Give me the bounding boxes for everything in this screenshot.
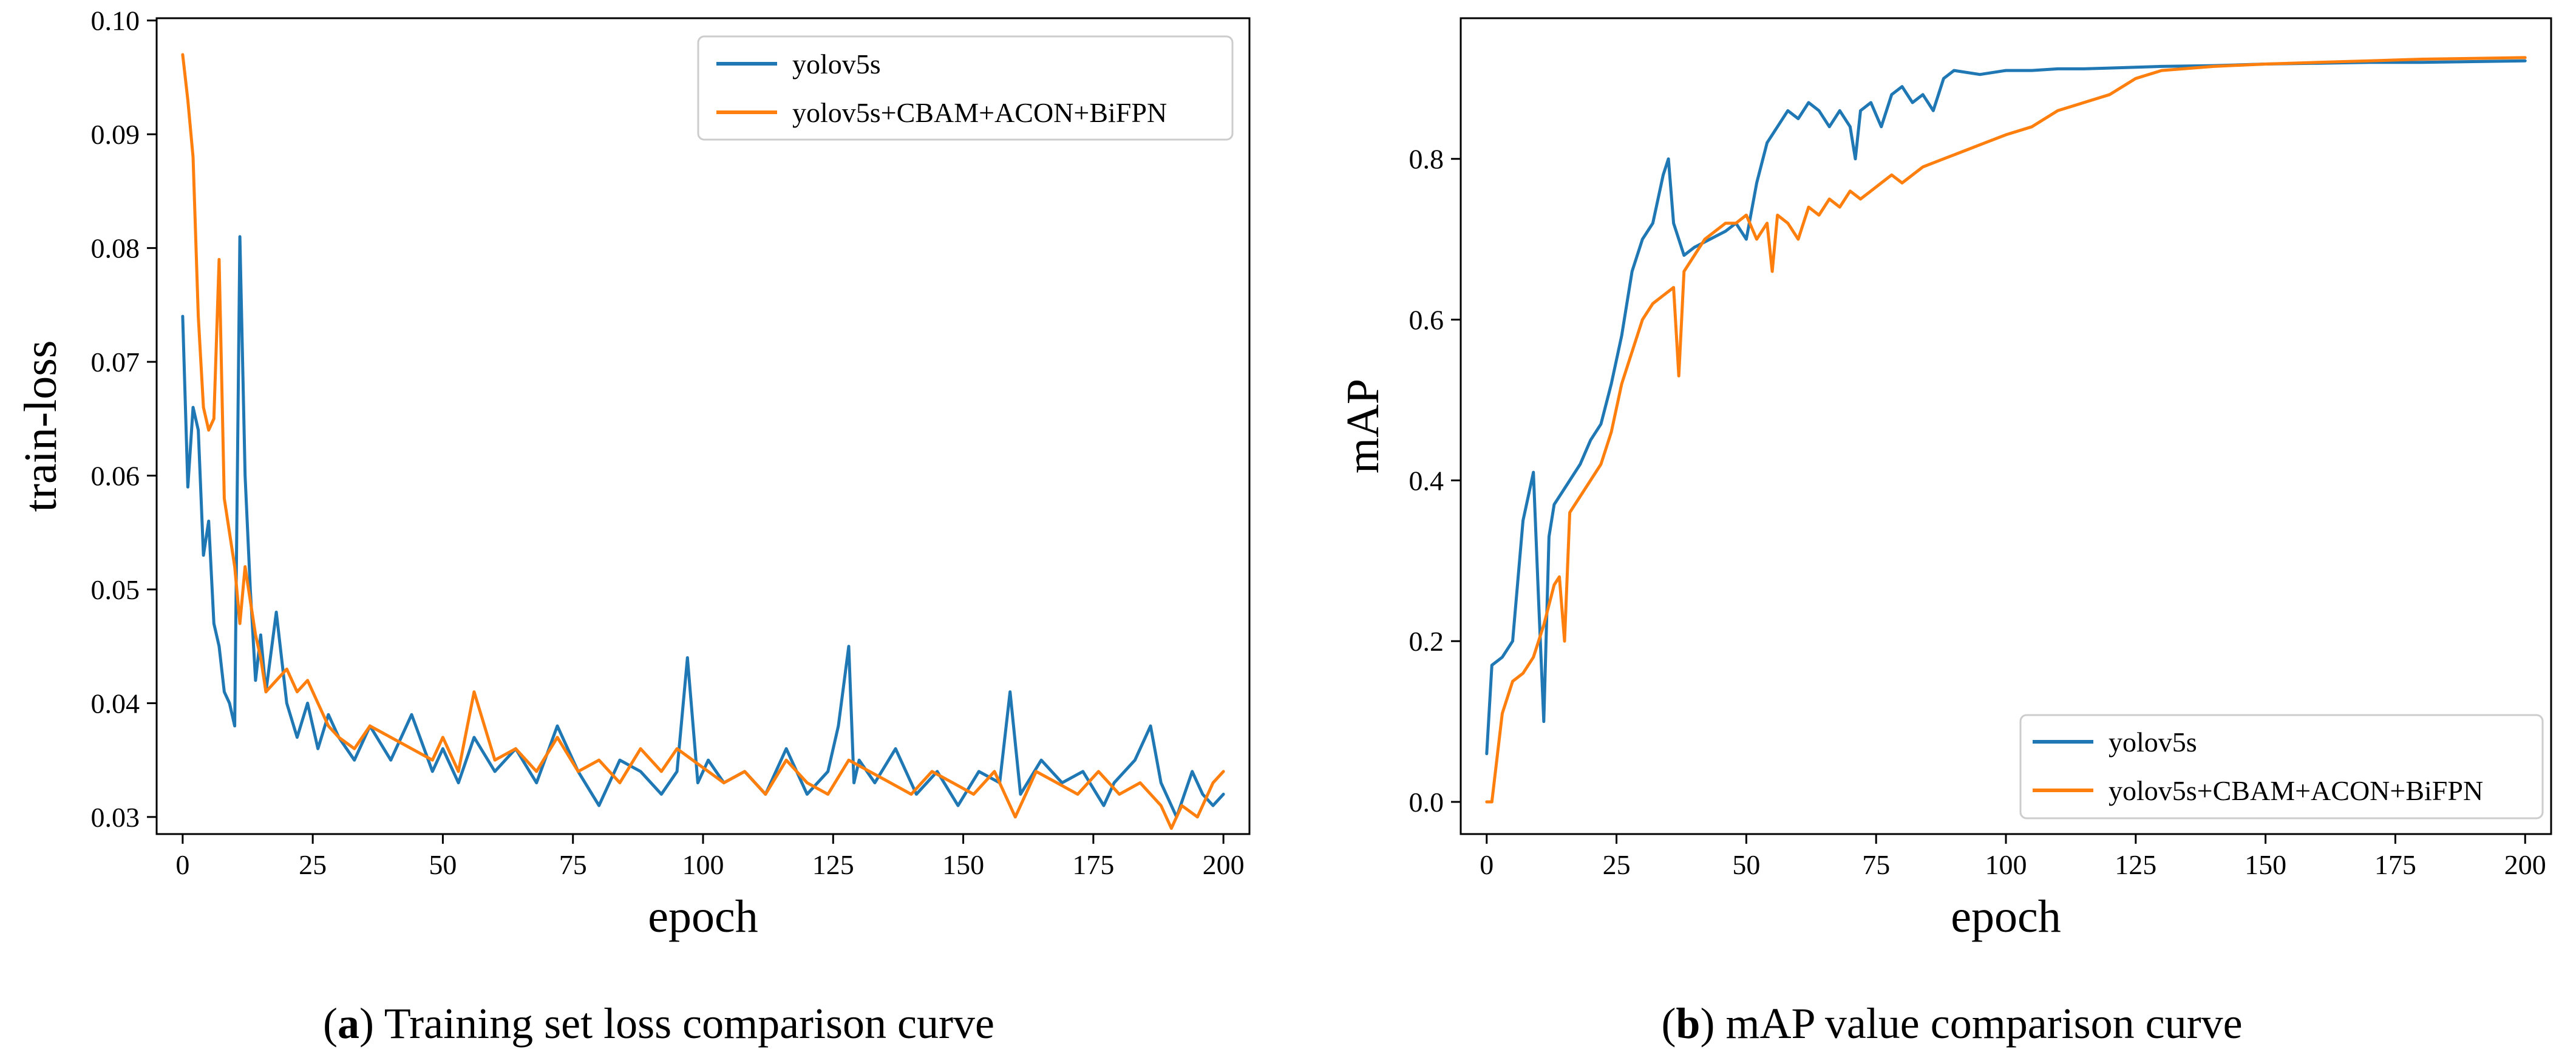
x-tick-label: 125 [2115, 849, 2156, 880]
y-tick-label: 0.10 [91, 5, 140, 36]
x-tick-label: 200 [2504, 849, 2546, 880]
panel-b-map: 0 25 50 75 100 125 150 175 200 0.0 0.2 0.4 0.6 0.8 y… [1337, 17, 2552, 1048]
y-tick-label: 0.07 [91, 347, 140, 378]
panel-a-train-loss: 0 25 50 75 100 125 150 175 200 0.030.040.050.060… [15, 5, 1251, 1048]
x-tick-label: 75 [1862, 849, 1890, 880]
series-lines [181, 53, 1225, 830]
y-tick-label: 0.6 [1409, 305, 1444, 336]
x-tick-label: 25 [1603, 849, 1631, 880]
caption-b: (b) mAP value comparison curve [1661, 999, 2242, 1048]
series-line-improved [181, 53, 1225, 830]
x-axis-ticks: 0 25 50 75 100 125 150 175 200 [175, 834, 1245, 880]
y-axis-label: mAP [1337, 379, 1388, 473]
x-tick-label: 125 [812, 849, 854, 880]
x-axis-label: epoch [648, 891, 758, 942]
series-line-yolov5s [181, 235, 1225, 819]
y-tick-label: 0.08 [91, 233, 140, 264]
legend-label-improved: yolov5s+CBAM+ACON+BiFPN [2109, 775, 2483, 806]
series-line-improved [1485, 56, 2527, 804]
x-tick-label: 100 [1985, 849, 2027, 880]
x-tick-label: 0 [175, 849, 189, 880]
caption-a: (a) Training set loss comparison curve [323, 999, 994, 1048]
y-tick-label: 0.0 [1409, 787, 1444, 818]
x-tick-label: 75 [559, 849, 587, 880]
y-axis-ticks: 0.0 0.2 0.4 0.6 0.8 [1409, 144, 1461, 818]
x-tick-label: 150 [942, 849, 984, 880]
legend-label-improved: yolov5s+CBAM+ACON+BiFPN [792, 97, 1167, 128]
y-tick-label: 0.05 [91, 574, 140, 605]
y-axis-ticks: 0.03 0.04 0.05 0.06 0.07 0.08 0.09 0.10 [91, 5, 157, 833]
y-tick-label: 0.09 [91, 119, 140, 150]
y-tick-label: 0.2 [1409, 626, 1444, 657]
y-tick-label: 0.4 [1409, 465, 1444, 496]
y-tick-label: 0.03 [91, 802, 140, 833]
x-tick-label: 175 [2374, 849, 2416, 880]
x-tick-label: 25 [299, 849, 327, 880]
legend-box [2019, 714, 2544, 819]
x-tick-label: 150 [2245, 849, 2286, 880]
legend-label-yolov5s: yolov5s [2109, 727, 2197, 758]
legend: yolov5s yolov5s+CBAM+ACON+BiFPN [697, 35, 1234, 141]
legend-label-yolov5s: yolov5s [792, 49, 881, 80]
series-lines [1485, 56, 2527, 804]
legend: yolov5s yolov5s+CBAM+ACON+BiFPN [2019, 714, 2544, 819]
x-tick-label: 50 [429, 849, 457, 880]
x-tick-label: 200 [1203, 849, 1245, 880]
x-tick-label: 100 [682, 849, 724, 880]
x-axis-ticks: 0 25 50 75 100 125 150 175 200 [1480, 834, 2546, 880]
y-tick-label: 0.04 [91, 688, 140, 719]
x-tick-label: 0 [1480, 849, 1494, 880]
y-tick-label: 0.8 [1409, 144, 1444, 175]
y-tick-label: 0.06 [91, 461, 140, 492]
y-axis-label: train-loss [15, 341, 66, 512]
series-line-yolov5s [1485, 59, 2527, 756]
x-tick-label: 50 [1732, 849, 1760, 880]
legend-box [697, 35, 1234, 141]
x-tick-label: 175 [1072, 849, 1114, 880]
x-axis-label: epoch [1951, 891, 2061, 942]
